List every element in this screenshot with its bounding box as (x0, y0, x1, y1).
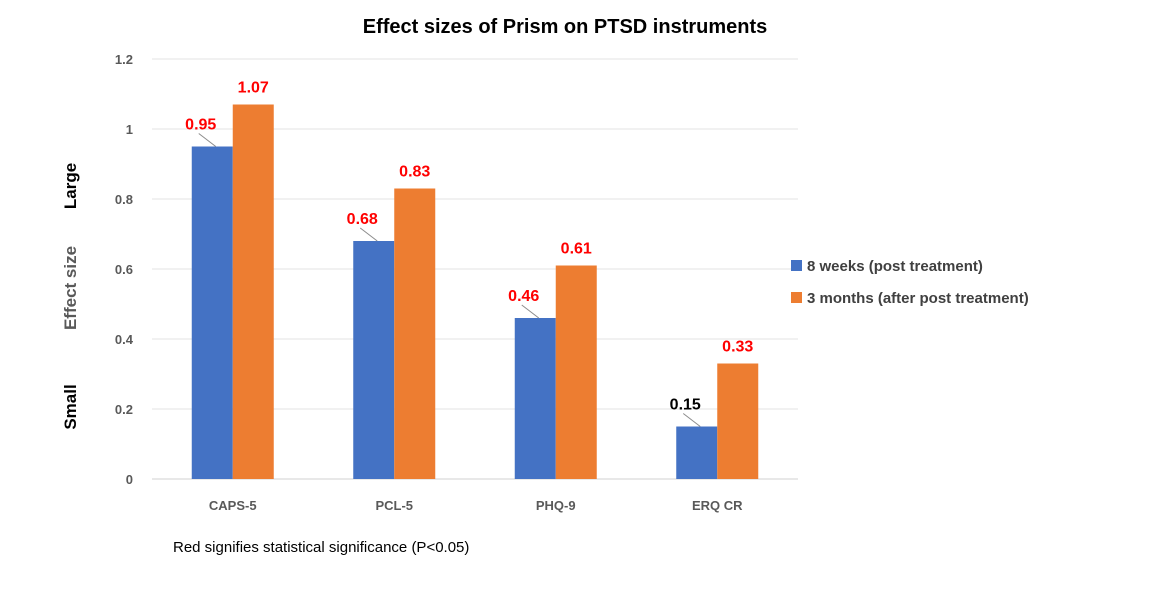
data-label: 1.07 (238, 80, 269, 97)
legend-swatch-3-months (791, 292, 802, 303)
leader-line (682, 413, 701, 427)
bar-phq-9-series-2 (555, 265, 597, 479)
bar-caps-5-series-1 (191, 146, 233, 479)
bar-pcl-5-series-1 (353, 241, 395, 479)
x-category-label: ERQ CR (692, 498, 743, 513)
y-tick-label: 0 (126, 472, 133, 487)
y-tick-label: 0.8 (115, 192, 133, 207)
chart-title: Effect sizes of Prism on PTSD instrument… (363, 16, 768, 38)
bar-phq-9-series-1 (514, 318, 556, 479)
footnote: Red signifies statistical significance (… (173, 539, 469, 556)
x-category-label: PCL-5 (375, 498, 413, 513)
y-axis-title: Effect size (61, 246, 80, 330)
x-category-label: CAPS-5 (209, 498, 257, 513)
data-label: 0.15 (670, 397, 701, 414)
leader-line (359, 227, 378, 242)
data-label: 0.33 (722, 339, 753, 356)
label-leader-lines (198, 133, 701, 427)
legend-label-8-weeks: 8 weeks (post treatment) (807, 258, 983, 275)
x-category-label: PHQ-9 (536, 498, 576, 513)
bar-pcl-5-series-2 (394, 188, 436, 479)
y-label-large: Large (61, 163, 80, 209)
bar-erq-cr-series-1 (676, 426, 718, 479)
legend: 8 weeks (post treatment) 3 months (after… (791, 258, 1029, 307)
legend-label-3-months: 3 months (after post treatment) (807, 290, 1029, 307)
y-axis-ticks: 0 0.2 0.4 0.6 0.8 1 1.2 (115, 52, 134, 487)
x-axis-labels: CAPS-5 PCL-5 PHQ-9 ERQ CR (209, 498, 743, 513)
data-label: 0.46 (508, 288, 539, 305)
leader-line (521, 304, 540, 319)
y-tick-label: 1.2 (115, 52, 133, 67)
y-tick-label: 0.2 (115, 402, 133, 417)
data-labels: 0.95 1.07 0.68 0.83 0.46 0.61 0.15 0.33 (185, 80, 753, 414)
y-label-small: Small (61, 384, 80, 429)
data-label: 0.61 (561, 241, 592, 258)
data-label: 0.83 (399, 164, 430, 181)
y-tick-label: 0.4 (115, 332, 134, 347)
y-tick-label: 0.6 (115, 262, 133, 277)
bar-caps-5-series-2 (232, 104, 274, 479)
leader-line (198, 133, 217, 147)
legend-swatch-8-weeks (791, 260, 802, 271)
data-label: 0.68 (347, 211, 378, 228)
data-label: 0.95 (185, 117, 216, 134)
y-tick-label: 1 (126, 122, 133, 137)
bar-erq-cr-series-2 (717, 363, 759, 479)
bars (191, 104, 759, 479)
